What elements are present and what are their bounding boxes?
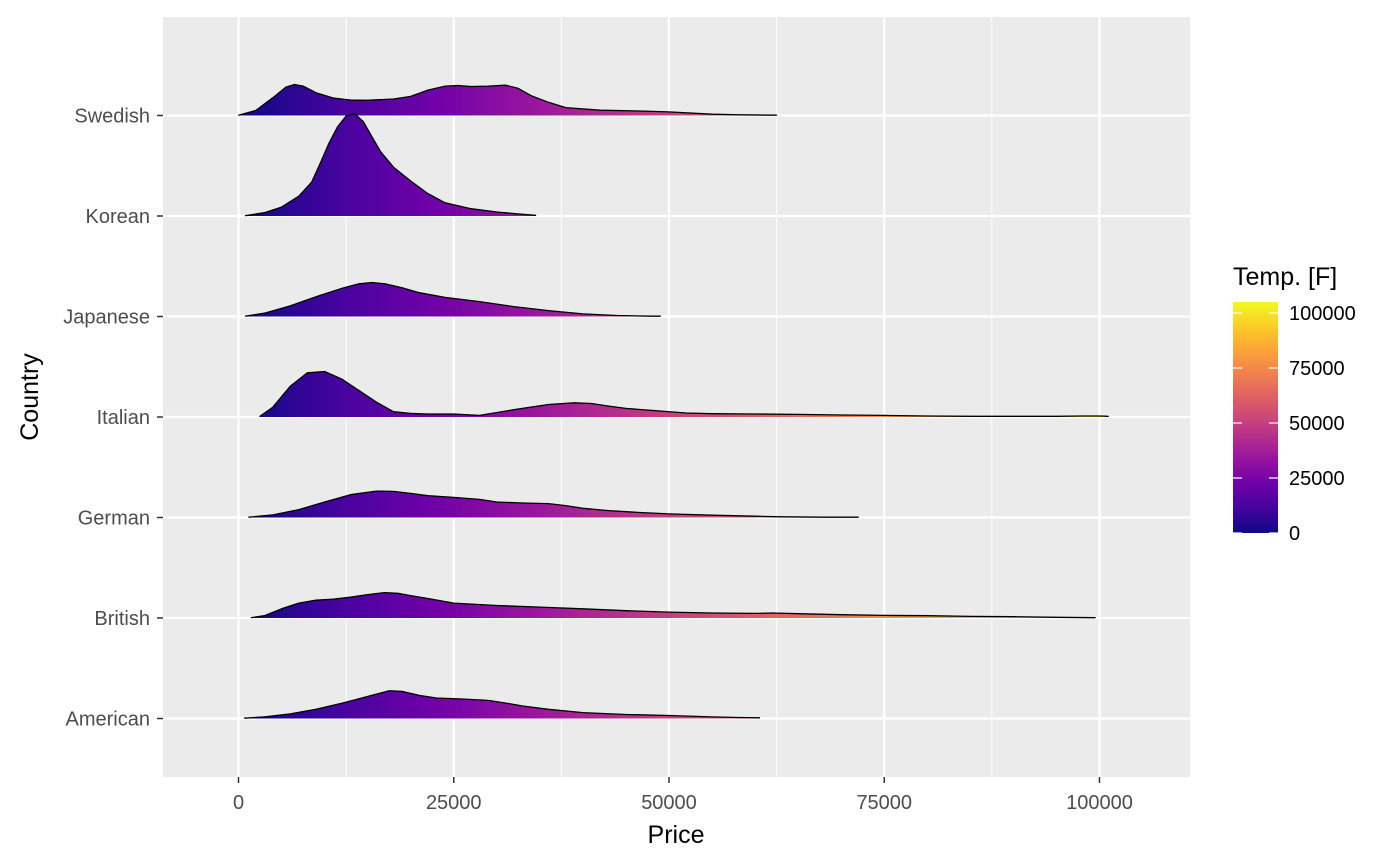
y-tick-label: German	[78, 508, 150, 530]
ridge-outline-german	[248, 490, 860, 518]
axes: 0 25000 50000 75000 100000 American British Ger…	[63, 106, 1133, 815]
legend-tick-label: 75000	[1289, 358, 1345, 380]
ridges	[237, 83, 1109, 719]
x-axis-title: Price	[648, 821, 705, 849]
ridge-outline-american	[243, 690, 761, 719]
y-tick-label: American	[66, 709, 150, 731]
x-tick-label: 50000	[641, 792, 697, 814]
ridge-fill-swedish	[238, 84, 777, 116]
legend-tick-label: 0	[1289, 523, 1300, 545]
legend-tick-label: 100000	[1289, 303, 1356, 325]
y-tick-label: Korean	[86, 206, 151, 228]
y-tick-label: Japanese	[63, 307, 150, 329]
ridge-outline-korean	[244, 113, 537, 217]
ridge-fill-italian	[260, 371, 1109, 417]
legend-tick-label: 25000	[1289, 468, 1345, 490]
ridge-outline-swedish	[237, 83, 778, 116]
y-tick-label: Swedish	[74, 106, 150, 128]
ridge-fill-british	[251, 592, 1096, 618]
ridge-outline-italian	[259, 370, 1109, 417]
y-tick-label: Italian	[97, 407, 150, 429]
ridge-fill-american	[244, 690, 760, 719]
legend-tick-label: 50000	[1289, 413, 1345, 435]
x-tick-label: 75000	[856, 792, 912, 814]
x-tick-label: 100000	[1066, 792, 1133, 814]
legend-colorbar	[1233, 302, 1278, 533]
ridge-fill-korean	[245, 113, 536, 216]
y-axis-title: Country	[16, 353, 44, 441]
x-tick-label: 25000	[426, 792, 482, 814]
ridge-outline-british	[250, 591, 1096, 619]
ridge-fill-japanese	[245, 282, 661, 317]
y-tick-label: British	[94, 608, 150, 630]
color-legend: Temp. [F] 0 25000 50000 75000 100000	[1233, 263, 1356, 545]
ridge-outline-japanese	[244, 281, 662, 317]
x-tick-label: 0	[233, 792, 244, 814]
legend-title: Temp. [F]	[1233, 263, 1337, 291]
